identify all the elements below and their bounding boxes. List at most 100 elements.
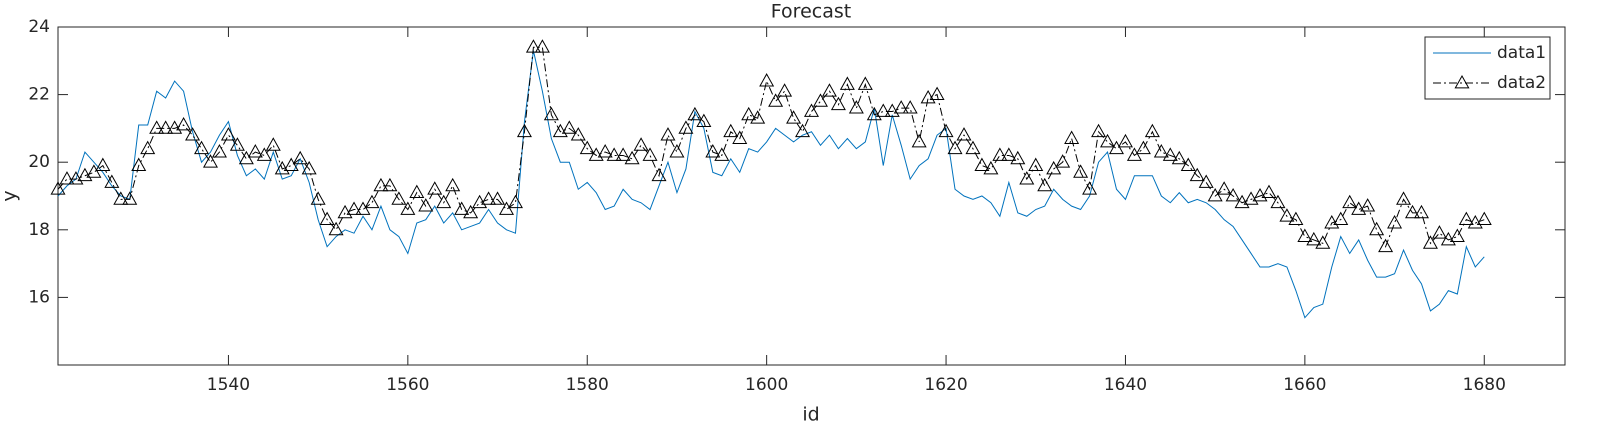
marker (292, 150, 308, 165)
marker (364, 194, 380, 209)
marker (1387, 215, 1403, 229)
marker (902, 100, 918, 114)
marker (660, 127, 676, 141)
x-axis-label: id (802, 404, 819, 426)
y-tick-label: 22 (28, 85, 50, 105)
marker (355, 201, 371, 215)
marker (803, 103, 820, 117)
marker (319, 211, 335, 226)
marker (974, 157, 990, 171)
marker (265, 137, 281, 151)
marker (1306, 231, 1322, 246)
marker (821, 83, 837, 97)
marker (211, 144, 227, 158)
marker (543, 106, 559, 121)
marker (534, 39, 550, 53)
marker (1360, 198, 1376, 212)
marker (382, 177, 398, 192)
marker (911, 133, 927, 148)
marker (409, 184, 425, 199)
marker (418, 198, 434, 212)
marker (463, 204, 479, 219)
marker (185, 127, 201, 141)
marker (1135, 140, 1151, 155)
marker (158, 120, 174, 134)
marker (1028, 157, 1044, 171)
marker (929, 86, 945, 100)
marker (1037, 177, 1053, 192)
marker (131, 157, 147, 171)
marker (1270, 194, 1286, 209)
marker (202, 154, 218, 168)
marker (687, 106, 703, 121)
marker (1458, 211, 1474, 226)
marker (1171, 150, 1187, 165)
marker (1055, 154, 1071, 168)
marker (86, 164, 102, 178)
marker (140, 140, 156, 155)
marker (579, 140, 595, 155)
marker (95, 157, 111, 171)
marker (1216, 181, 1232, 195)
chart-title: Forecast (771, 1, 851, 23)
marker (400, 201, 416, 215)
marker (149, 120, 165, 134)
marker (795, 123, 811, 138)
marker (373, 177, 389, 192)
x-tick-label: 1560 (386, 375, 429, 395)
y-tick-label: 20 (28, 152, 50, 172)
marker (992, 147, 1008, 161)
marker (893, 100, 909, 114)
marker (194, 140, 210, 155)
marker (525, 39, 541, 53)
marker (310, 191, 326, 205)
marker (669, 144, 685, 158)
marker (1010, 150, 1026, 165)
y-axis-label: y (0, 190, 21, 201)
marker (283, 157, 299, 171)
marker (256, 147, 272, 161)
marker (1091, 123, 1107, 138)
marker (1117, 133, 1133, 148)
marker (633, 137, 649, 151)
marker (714, 147, 730, 161)
y-tick-label: 16 (28, 287, 50, 307)
x-tick-label: 1680 (1463, 375, 1506, 395)
marker (777, 83, 793, 97)
marker (1369, 221, 1385, 236)
marker (830, 96, 846, 111)
marker (1422, 235, 1438, 249)
x-tick-label: 1540 (207, 375, 250, 395)
marker (570, 127, 586, 141)
marker (965, 140, 981, 155)
legend-marker (1454, 74, 1470, 89)
marker (1315, 235, 1331, 249)
marker (768, 93, 784, 107)
marker (1279, 208, 1295, 222)
marker (59, 171, 75, 185)
marker (454, 201, 470, 215)
marker (1108, 140, 1124, 155)
marker (732, 130, 748, 144)
marker (606, 147, 622, 161)
marker (1198, 174, 1214, 188)
marker (1046, 160, 1062, 175)
x-tick-label: 1640 (1104, 375, 1147, 395)
marker (445, 177, 461, 192)
marker (122, 191, 138, 205)
marker (1162, 147, 1178, 161)
marker (507, 194, 523, 209)
x-tick-label: 1620 (924, 375, 967, 395)
marker (1100, 133, 1116, 148)
marker (490, 191, 506, 205)
marker (839, 76, 855, 90)
marker (1073, 164, 1089, 178)
marker (238, 150, 254, 165)
marker (220, 127, 236, 141)
marker (1189, 167, 1205, 182)
marker (723, 123, 739, 138)
marker (1297, 228, 1313, 242)
marker (1001, 147, 1017, 161)
marker (705, 144, 721, 158)
